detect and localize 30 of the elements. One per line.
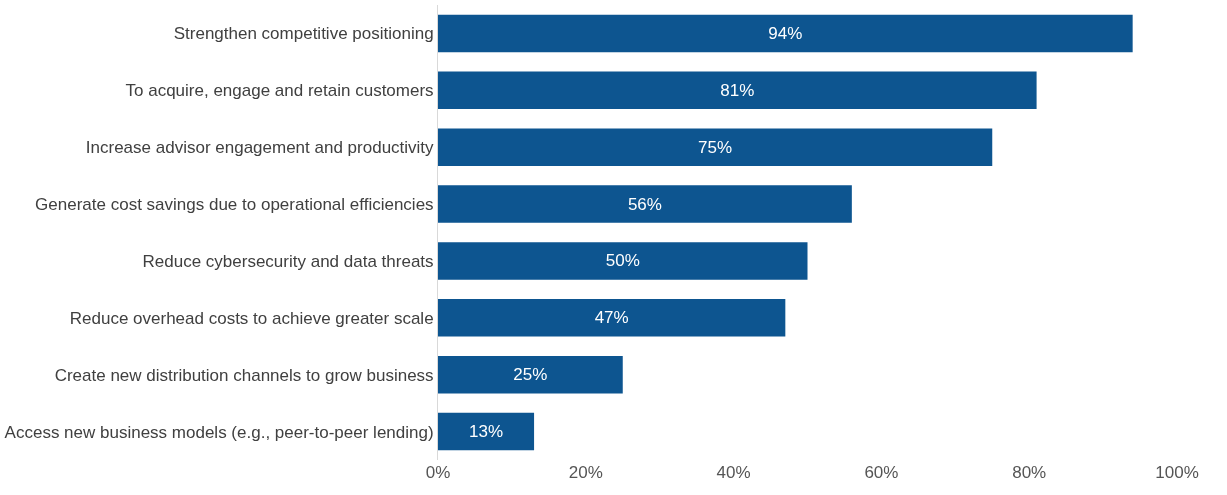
x-tick-label: 60% [864,463,899,482]
bar [438,185,852,223]
bar [438,14,1133,53]
data-label: 50% [605,251,640,271]
data-label: 25% [513,365,548,385]
bar [438,299,786,337]
x-tick-label: 100% [1155,463,1199,482]
y-tick-label: Reduce cybersecurity and data threats [142,251,434,271]
y-tick-label: Increase advisor engagement and productivity [85,138,435,158]
y-tick-label: To acquire, engage and retain customers [125,81,434,101]
data-label: 75% [698,137,733,157]
data-label: 13% [469,422,504,442]
bar [438,128,993,166]
data-label: 47% [594,308,629,328]
bar [438,71,1037,110]
x-tick-label: 0% [425,463,451,482]
x-tick-label: 20% [568,463,603,482]
bar [438,412,535,451]
y-tick-label: Reduce overhead costs to achieve greater scale [69,308,434,328]
bar [438,355,623,394]
y-tick-label: Generate cost savings due to operational efficiencies [35,195,434,215]
x-tick-label: 40% [716,463,751,482]
data-label: 56% [627,194,662,214]
bar [438,242,808,280]
y-tick-label: Access new business models (e.g., peer-to-peer lending) [4,422,434,442]
x-tick-label: 80% [1012,463,1047,482]
y-tick-label: Create new distribution channels to grow business [54,365,434,385]
data-label: 81% [720,80,755,100]
y-tick-label: Strengthen competitive positioning [173,24,434,44]
data-label: 94% [768,23,803,43]
